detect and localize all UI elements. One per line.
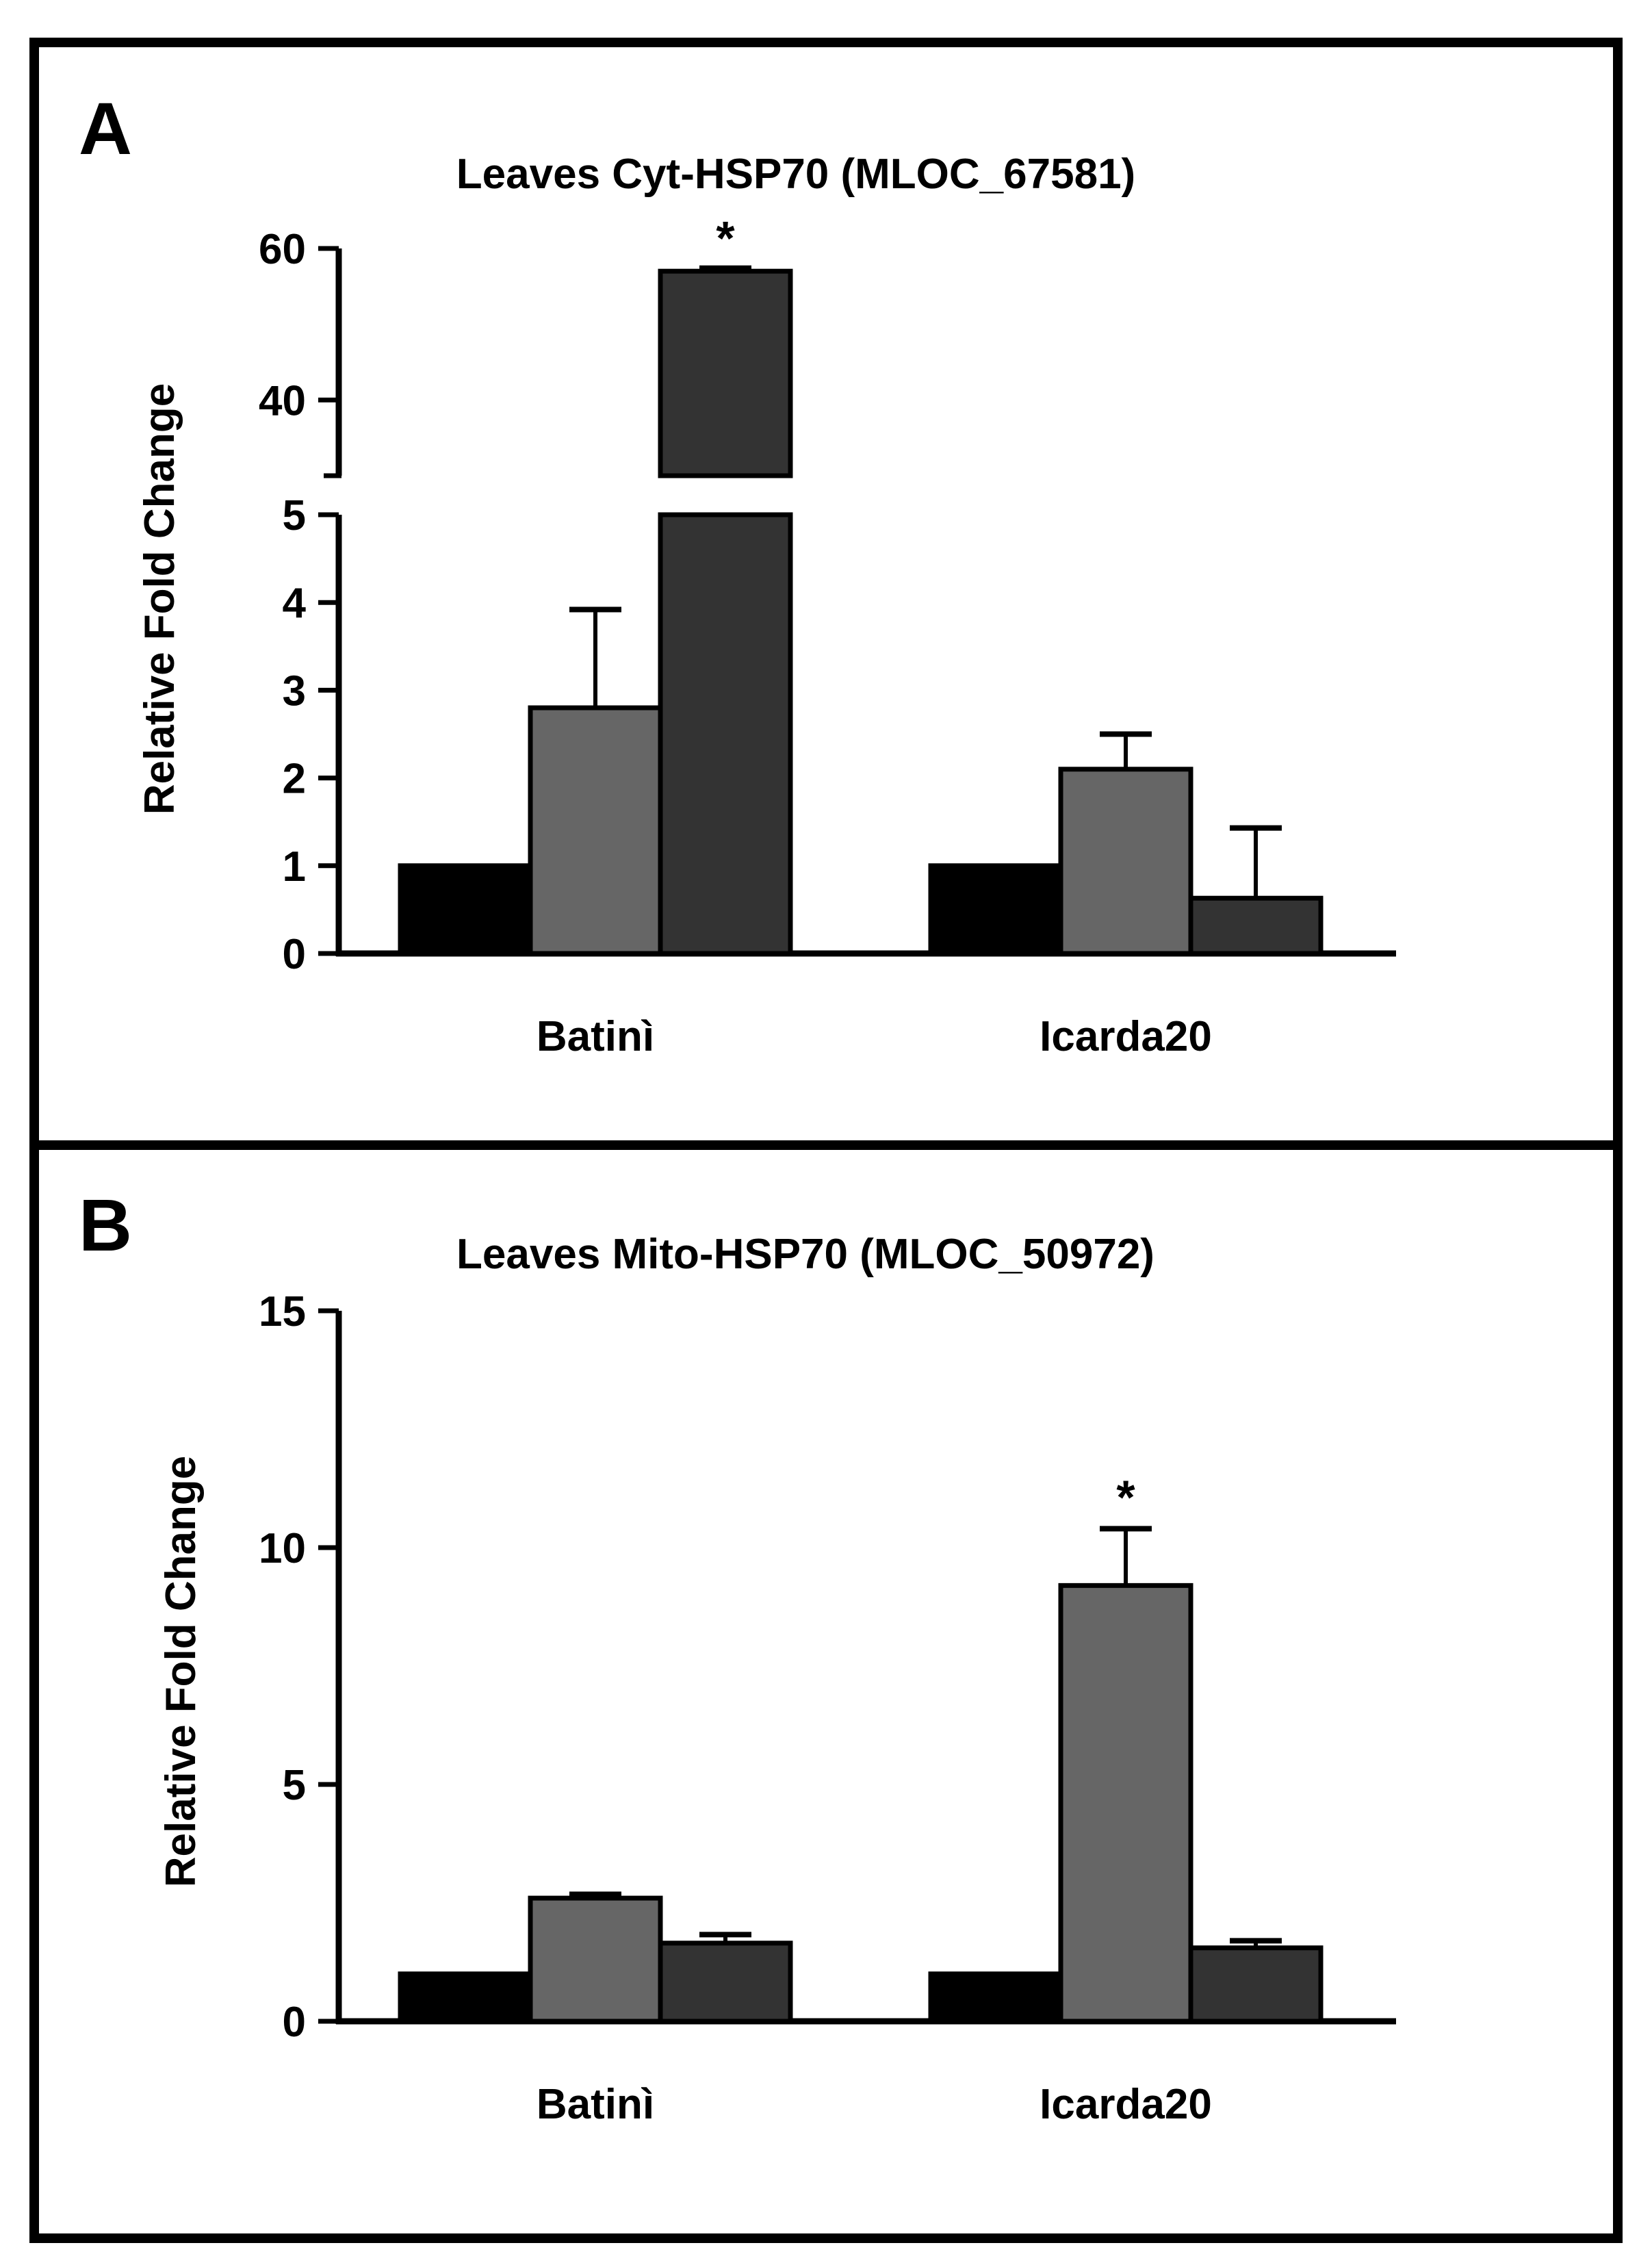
panel-b-category-labels: Batinì Icarda20 [537,2081,1212,2128]
y-tick-label: 5 [283,1762,306,1809]
y-tick-label: 15 [259,1288,306,1335]
category-label-icarda20: Icarda20 [1040,2081,1212,2128]
panel-b-y-axis-label: Relative Fold Change [157,1456,205,1887]
bar-batin-series-3-lower [658,512,793,956]
panel-a-label: A [79,87,132,170]
bar-batin-series-2 [528,1895,663,2024]
panel-b-axes [335,1311,1396,2025]
category-label-icarda20: Icarda20 [1040,1013,1212,1060]
panel-a-title: Leaves Cyt-HSP70 (MLOC_67581) [456,151,1135,198]
panel-a-axes [335,248,1396,957]
panel-a-category-labels: Batinì Icarda20 [537,1013,1212,1060]
y-tick-label: 40 [259,377,306,424]
bar-batin-series-3 [658,1941,793,2024]
y-tick-label: 3 [283,667,306,715]
y-tick-label: 10 [259,1525,306,1572]
y-tick-label: 1 [283,843,306,891]
bar-icarda20-series-1 [928,1971,1063,2024]
panel-a: A Leaves Cyt-HSP70 (MLOC_67581) Relative… [79,87,1396,1060]
bar-icarda20-series-1 [928,863,1063,956]
significance-marker: * [716,212,735,265]
significance-marker: * [1116,1470,1135,1524]
panel-a-ticks: 0 1 2 3 4 5 40 60 [259,226,341,978]
panel-b-label: B [79,1183,132,1266]
panel-b-ticks: 0 5 10 15 [259,1288,339,2046]
y-tick-label: 4 [283,580,307,627]
y-tick-label: 0 [283,931,306,978]
bar-icarda20-series-2 [1058,767,1193,956]
bar-icarda20-series-2 [1058,1583,1193,2024]
bar-icarda20-series-3 [1188,1945,1324,2024]
category-label-batin: Batinì [537,2081,654,2128]
panel-a-y-axis-label: Relative Fold Change [136,383,183,815]
category-label-batin: Batinì [537,1013,654,1060]
y-tick-label: 5 [283,492,306,539]
y-tick-label: 0 [283,1999,306,2046]
panel-a-bars: * [398,212,1324,956]
bar-batin-series-3-upper [658,268,793,478]
y-tick-label: 60 [259,226,306,273]
bar-batin-series-2 [528,705,663,956]
bar-batin-series-1 [398,1971,533,2024]
panel-b: B Leaves Mito-HSP70 (MLOC_50972) Relativ… [79,1183,1396,2128]
bar-batin-series-1 [398,863,533,956]
y-tick-label: 2 [283,756,306,803]
bar-icarda20-series-3 [1188,895,1324,956]
panel-b-title: Leaves Mito-HSP70 (MLOC_50972) [456,1231,1154,1278]
panel-b-bars: * [398,1470,1324,2024]
